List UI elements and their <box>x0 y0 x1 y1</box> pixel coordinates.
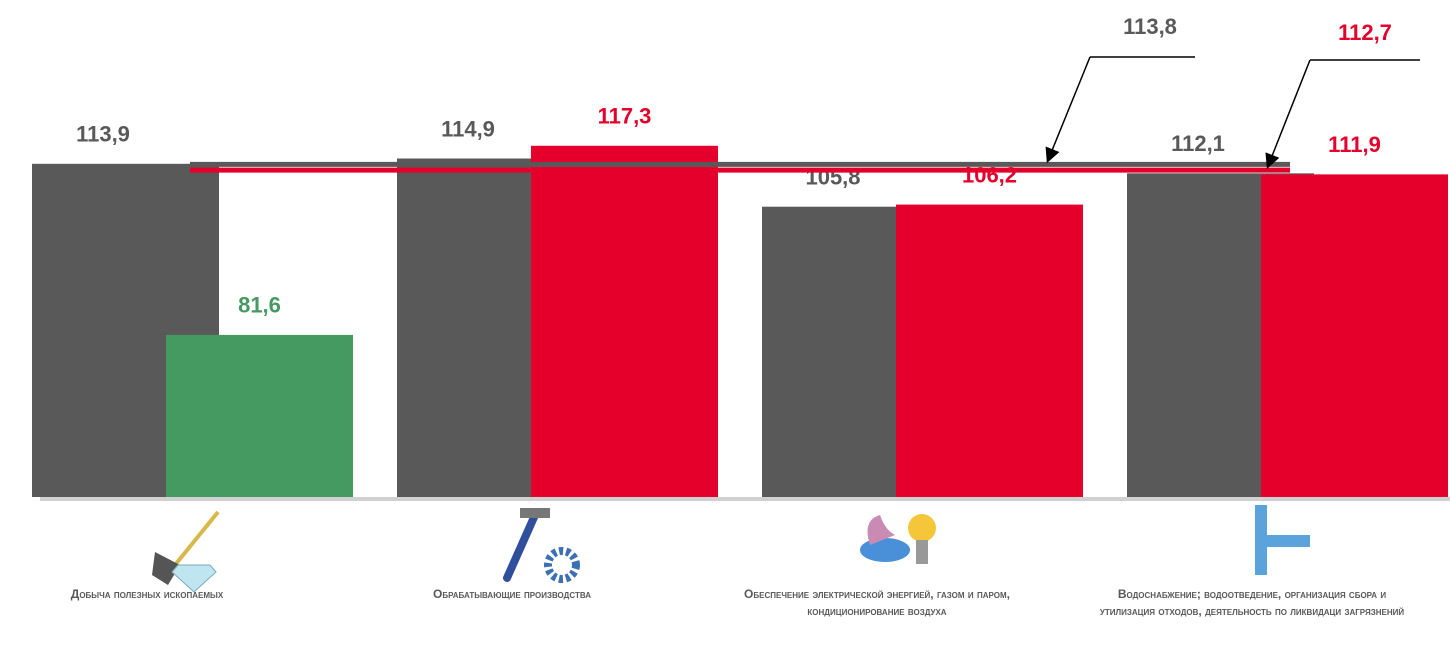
value-label: 117,3 <box>598 104 652 129</box>
value-label: 81,6 <box>238 293 281 318</box>
value-label: 114,9 <box>441 116 495 141</box>
hammer <box>503 511 539 582</box>
bulb-base <box>916 540 928 564</box>
value-label: 111,9 <box>1328 132 1381 157</box>
value-label: 113,9 <box>76 122 130 147</box>
gear <box>544 547 580 583</box>
category-label-box: Водоснабжение; водоотведение, организаци… <box>1099 587 1405 618</box>
bulb <box>908 514 936 542</box>
leader-arrow <box>1045 56 1091 164</box>
gas-burner <box>860 538 910 562</box>
pipe-branch <box>1255 535 1310 547</box>
bar <box>166 334 353 497</box>
category-label: Обрабатывающие производства <box>433 587 591 601</box>
category-label: Добыча полезных ископаемых <box>70 587 224 601</box>
reference-label: 113,8 <box>1123 14 1177 39</box>
leader-arrow <box>1265 59 1311 169</box>
icons <box>152 505 1310 593</box>
hammer-head <box>520 508 550 518</box>
category-label-box: Обеспечение электрической энергией, газо… <box>744 587 1010 618</box>
bar <box>896 204 1083 498</box>
shovel-handle <box>173 510 220 567</box>
shovel <box>152 552 180 585</box>
flame <box>867 515 895 545</box>
value-label: 112,1 <box>1171 131 1225 156</box>
reference-label: 112,7 <box>1338 20 1392 45</box>
category-label: Водоснабжение; водоотведение, организаци… <box>1099 587 1405 618</box>
bar <box>531 145 718 497</box>
category-label-box: Добыча полезных ископаемых <box>70 587 224 601</box>
diamond <box>171 564 217 593</box>
category-label: Обеспечение электрической энергией, газо… <box>744 587 1010 618</box>
category-label-box: Обрабатывающие производства <box>433 587 591 601</box>
bar <box>1261 174 1448 497</box>
